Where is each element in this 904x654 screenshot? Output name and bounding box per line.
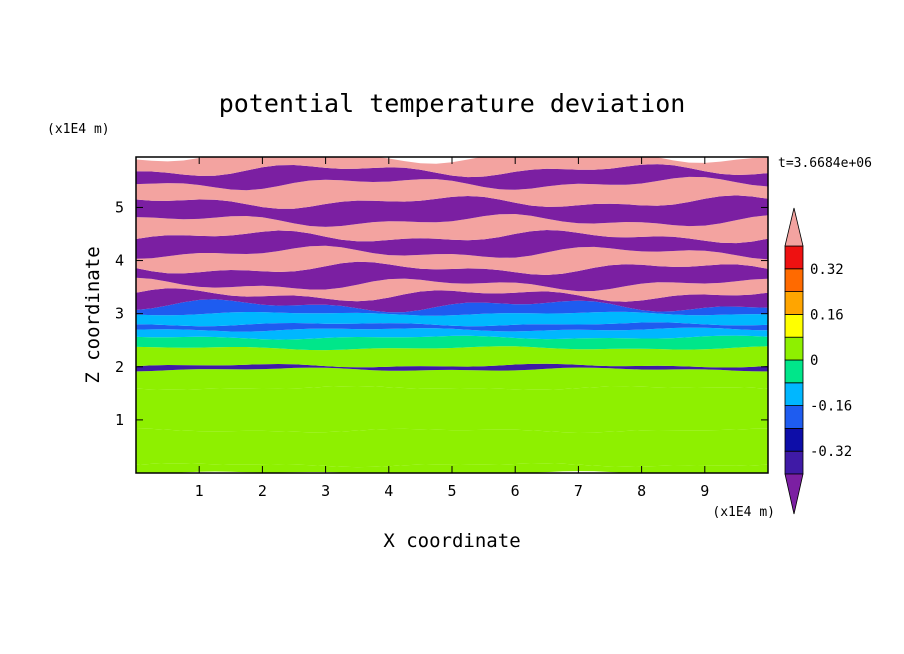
- contour-band: [136, 164, 768, 191]
- contour-band: [136, 335, 768, 351]
- contour-band: [136, 245, 768, 275]
- y-tick-label: 2: [115, 358, 124, 376]
- contour-band: [136, 157, 768, 178]
- contour-band: [136, 176, 768, 209]
- colorbar-extend-max: [784, 207, 804, 247]
- y-tick-label: 4: [115, 252, 124, 270]
- contour-band: [136, 428, 768, 468]
- colorbar-box: [784, 359, 804, 384]
- contour-field: [136, 157, 768, 473]
- y-axis-ticks: 1 2 3 4 5: [115, 198, 768, 429]
- colorbar-box: [784, 427, 804, 452]
- contour-band: [136, 195, 768, 227]
- y-tick-label: 5: [115, 198, 124, 216]
- colorbar-box: [784, 268, 804, 292]
- contour-band: [136, 230, 768, 260]
- x-tick-label: 7: [574, 482, 583, 500]
- colorbar-tick-label: -0.16: [810, 399, 852, 415]
- contour-band: [136, 214, 768, 244]
- colorbar-extend-min: [784, 473, 804, 515]
- time-label: t=3.6684e+06: [778, 156, 872, 171]
- colorbar-tick-label: 0: [810, 353, 818, 369]
- colorbar-box: [784, 336, 804, 361]
- colorbar-box: [784, 313, 804, 338]
- contour-band: [136, 322, 768, 332]
- colorbar-box: [784, 245, 804, 270]
- colorbar-tick-label: -0.32: [810, 444, 852, 460]
- x-axis-ticks: 1 2 3 4 5 6 7 8 9: [195, 157, 709, 500]
- x-tick-label: 5: [447, 482, 456, 500]
- colorbar-tick-label: 0.32: [810, 262, 844, 278]
- y-tick-label: 1: [115, 411, 124, 429]
- contour-band: [136, 277, 768, 302]
- x-tick-label: 9: [700, 482, 709, 500]
- y-axis-label: Z coordinate: [82, 246, 104, 383]
- chart-title: potential temperature deviation: [219, 89, 686, 118]
- contour-band: [136, 367, 768, 390]
- colorbar-box: [784, 405, 804, 429]
- x-tick-label: 1: [195, 482, 204, 500]
- contour-band: [136, 346, 768, 368]
- contour-band: [136, 327, 768, 340]
- x-tick-label: 2: [258, 482, 267, 500]
- x-tick-label: 6: [511, 482, 520, 500]
- contour-band: [136, 386, 768, 433]
- contour-band: [136, 311, 768, 327]
- x-tick-label: 8: [637, 482, 646, 500]
- colorbar-tick-label: 0.16: [810, 307, 844, 323]
- x-tick-label: 3: [321, 482, 330, 500]
- x-tick-label: 4: [384, 482, 393, 500]
- contour-band: [136, 299, 768, 316]
- x-axis-unit: (x1E4 m): [712, 505, 775, 520]
- colorbar: 0.32 0.16 0 -0.16 -0.32: [784, 207, 852, 515]
- colorbar-box: [784, 291, 804, 315]
- x-axis-label: X coordinate: [383, 530, 520, 552]
- contour-band: [136, 288, 768, 313]
- y-axis-unit: (x1E4 m): [47, 122, 110, 137]
- contour-band: [136, 363, 768, 372]
- colorbar-box: [784, 450, 804, 475]
- contour-band: [136, 261, 768, 292]
- y-tick-label: 3: [115, 305, 124, 323]
- colorbar-box: [784, 382, 804, 406]
